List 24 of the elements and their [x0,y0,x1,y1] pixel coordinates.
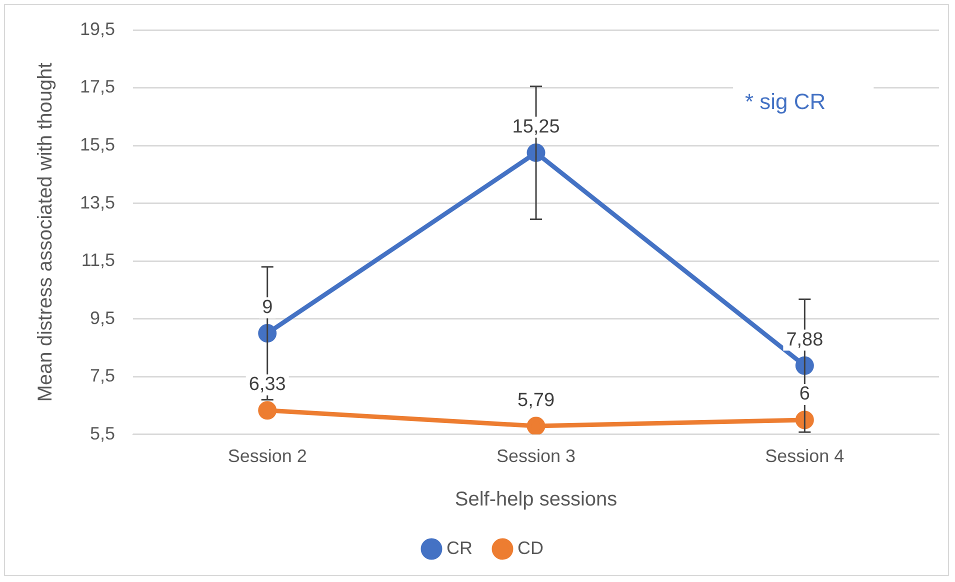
annotation: * sig CR [745,89,826,114]
y-tick-label: 7,5 [90,366,116,386]
point [526,416,546,434]
data-label: 6 [799,384,810,405]
data-label: 7,88 [786,329,824,350]
y-tick-label: 5,5 [90,423,116,444]
x-tick-label: Session 3 [496,446,576,466]
y-tick-label: 9,5 [90,308,116,328]
x-axis-title: Self-help sessions [454,488,618,511]
y-tick-label: 19,5 [80,18,116,39]
legend-label: CR [446,538,472,558]
y-axis-title: Mean distress associated with thought [34,62,57,402]
data-label: 9 [262,297,273,318]
data-label: 6,33 [248,374,286,396]
x-tick-label: Session 2 [228,446,307,466]
point [258,401,277,420]
y-tick-label: 17,5 [80,76,116,97]
data-label: 15,25 [512,116,560,138]
y-tick-label: 13,5 [80,192,116,212]
y-tick-label: 15,5 [80,134,116,155]
y-tick-label: 11,5 [81,250,116,270]
data-label: 5,79 [518,390,555,411]
x-tick-label: Session 4 [765,446,844,466]
legend-label: CD [518,538,544,558]
